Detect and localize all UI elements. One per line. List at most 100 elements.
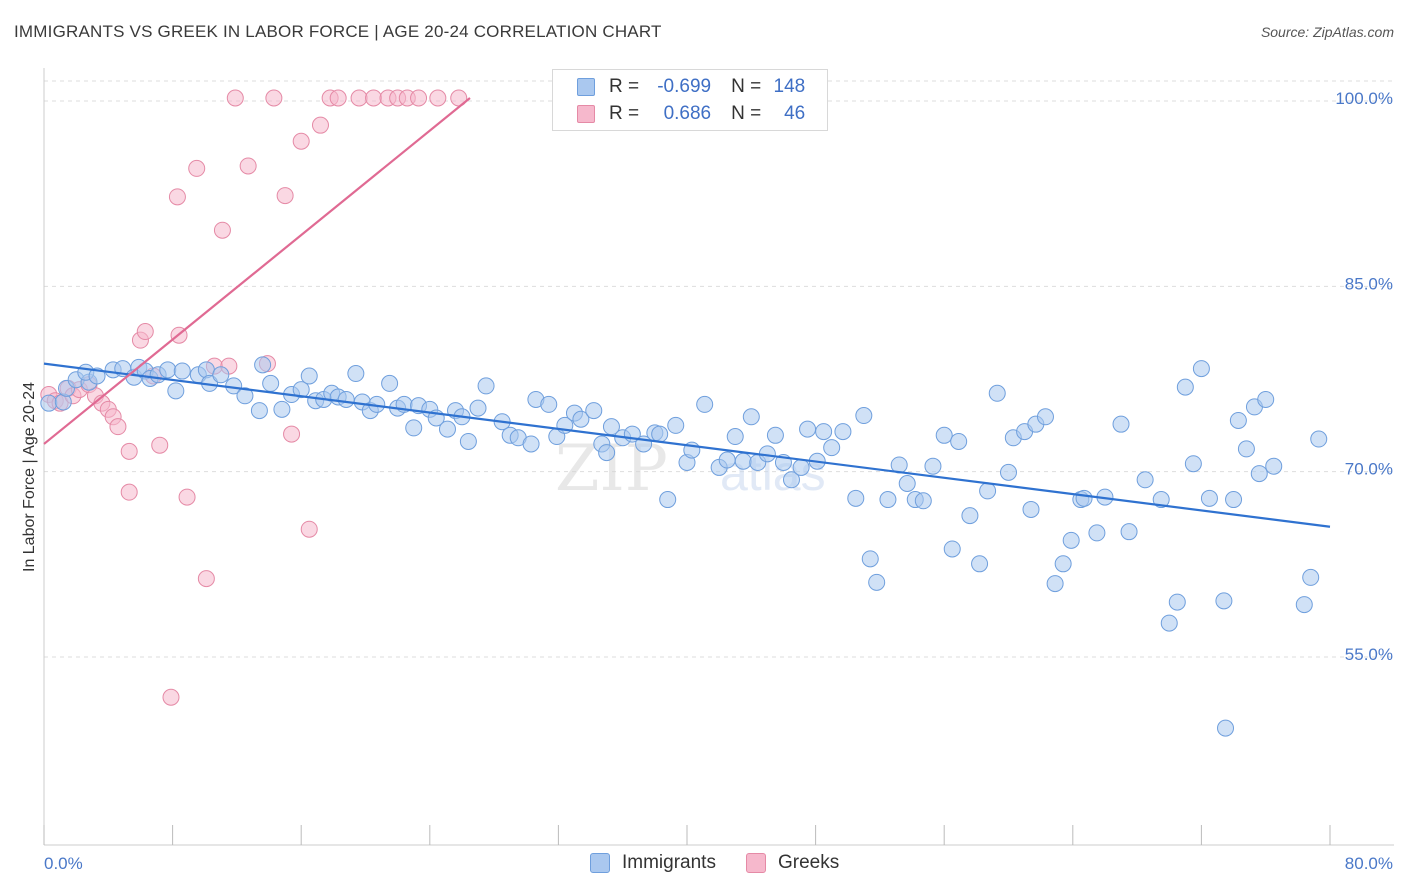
immigrants-point	[522, 435, 540, 453]
immigrants-point	[667, 416, 685, 434]
greeks-point	[429, 89, 447, 107]
legend-r-value: 0.686	[663, 103, 712, 124]
immigrants-point	[782, 471, 800, 489]
immigrants-point	[924, 457, 942, 475]
immigrants-point	[1000, 463, 1017, 481]
immigrants-point	[834, 423, 852, 441]
immigrants-swatch	[577, 78, 595, 96]
immigrants-point	[40, 394, 58, 412]
immigrants-point	[236, 387, 254, 405]
immigrants-trend-line	[43, 362, 1331, 528]
greeks-swatch	[745, 853, 766, 873]
greeks-point	[120, 442, 138, 460]
legend-row-greeks: R = 0.686 N = 46	[577, 103, 805, 125]
bottom-legend-label: Greeks	[777, 852, 840, 873]
immigrants-point	[250, 402, 268, 420]
greeks-point	[188, 159, 206, 177]
greeks-point	[213, 221, 231, 239]
immigrants-point	[300, 367, 318, 385]
immigrants-point	[847, 489, 865, 507]
immigrants-point	[167, 382, 185, 400]
y-tick-label: 55.0%	[1345, 645, 1393, 664]
immigrants-point	[1036, 408, 1054, 426]
immigrants-point	[159, 361, 177, 379]
x-tick-label: 0.0%	[44, 854, 83, 873]
legend-r-label: R =	[609, 76, 640, 97]
immigrants-point	[943, 540, 961, 558]
legend-box: R = -0.699 N = 148 R = 0.686 N = 46	[552, 69, 828, 131]
legend-n-label: N =	[731, 76, 762, 97]
immigrants-point	[1112, 415, 1130, 433]
legend-n-label: N =	[731, 103, 762, 124]
greeks-trend-line	[43, 97, 471, 445]
immigrants-point	[988, 384, 1006, 402]
immigrants-point	[173, 362, 191, 380]
greeks-swatch	[577, 105, 595, 123]
immigrants-point	[868, 573, 886, 591]
immigrants-point	[1265, 457, 1283, 475]
greeks-point	[239, 157, 257, 175]
immigrants-point	[1176, 378, 1194, 396]
y-tick-label: 70.0%	[1345, 460, 1393, 479]
greeks-point	[311, 116, 329, 134]
greeks-point	[178, 488, 196, 506]
immigrants-point	[1088, 524, 1106, 542]
trend-lines	[43, 97, 1331, 528]
immigrants-point	[254, 356, 272, 374]
immigrants-point	[212, 366, 230, 384]
immigrants-point	[1229, 411, 1247, 429]
tick-labels: 55.0% 70.0% 85.0% 100.0% 0.0% 80.0%	[44, 89, 1393, 873]
immigrants-point	[961, 507, 979, 525]
immigrants-point	[405, 419, 423, 437]
immigrants-point	[898, 474, 916, 492]
immigrants-point	[971, 555, 989, 573]
immigrants-point	[718, 451, 736, 469]
greeks-point	[283, 425, 301, 443]
greeks-point	[151, 436, 169, 454]
immigrants-point	[477, 377, 495, 395]
immigrants-point	[273, 400, 291, 418]
immigrants-point	[1062, 531, 1080, 549]
immigrants-point	[1168, 593, 1186, 611]
y-tick-label: 100.0%	[1335, 89, 1393, 108]
immigrants-point	[815, 423, 833, 441]
immigrants-point	[88, 367, 106, 385]
immigrants-point	[1152, 491, 1170, 509]
greeks-point	[350, 89, 368, 107]
greeks-point	[109, 418, 127, 436]
greeks-point	[162, 688, 180, 706]
immigrants-point	[572, 410, 590, 428]
immigrants-point	[742, 408, 760, 426]
immigrants-point	[585, 402, 603, 420]
immigrants-point	[337, 390, 355, 408]
immigrants-point	[292, 381, 310, 399]
immigrants-point	[861, 550, 879, 568]
immigrants-point	[438, 420, 456, 438]
greeks-point	[136, 323, 154, 341]
legend-n-value: 148	[773, 76, 806, 97]
immigrants-point	[1022, 500, 1040, 518]
greeks-point	[410, 89, 428, 107]
immigrants-point	[1200, 489, 1218, 507]
axes	[43, 68, 1394, 846]
greeks-point	[265, 89, 283, 107]
immigrants-point	[696, 395, 714, 413]
immigrants-point	[799, 420, 817, 438]
greeks-point	[197, 570, 215, 588]
greeks-point	[365, 89, 383, 107]
immigrants-point	[823, 439, 841, 457]
legend-n-value: 46	[784, 103, 806, 124]
immigrants-point	[1250, 465, 1268, 483]
immigrants-points	[40, 356, 1328, 737]
bottom-legend-immigrants: Immigrants	[590, 852, 716, 874]
immigrants-point	[347, 365, 365, 383]
immigrants-point	[262, 374, 280, 392]
immigrants-point	[1257, 390, 1275, 408]
immigrants-point	[1075, 489, 1093, 507]
immigrants-point	[1310, 430, 1328, 448]
immigrants-point	[1160, 614, 1178, 632]
immigrants-point	[734, 452, 752, 470]
immigrants-point	[1225, 491, 1243, 509]
immigrants-point	[1217, 719, 1235, 737]
